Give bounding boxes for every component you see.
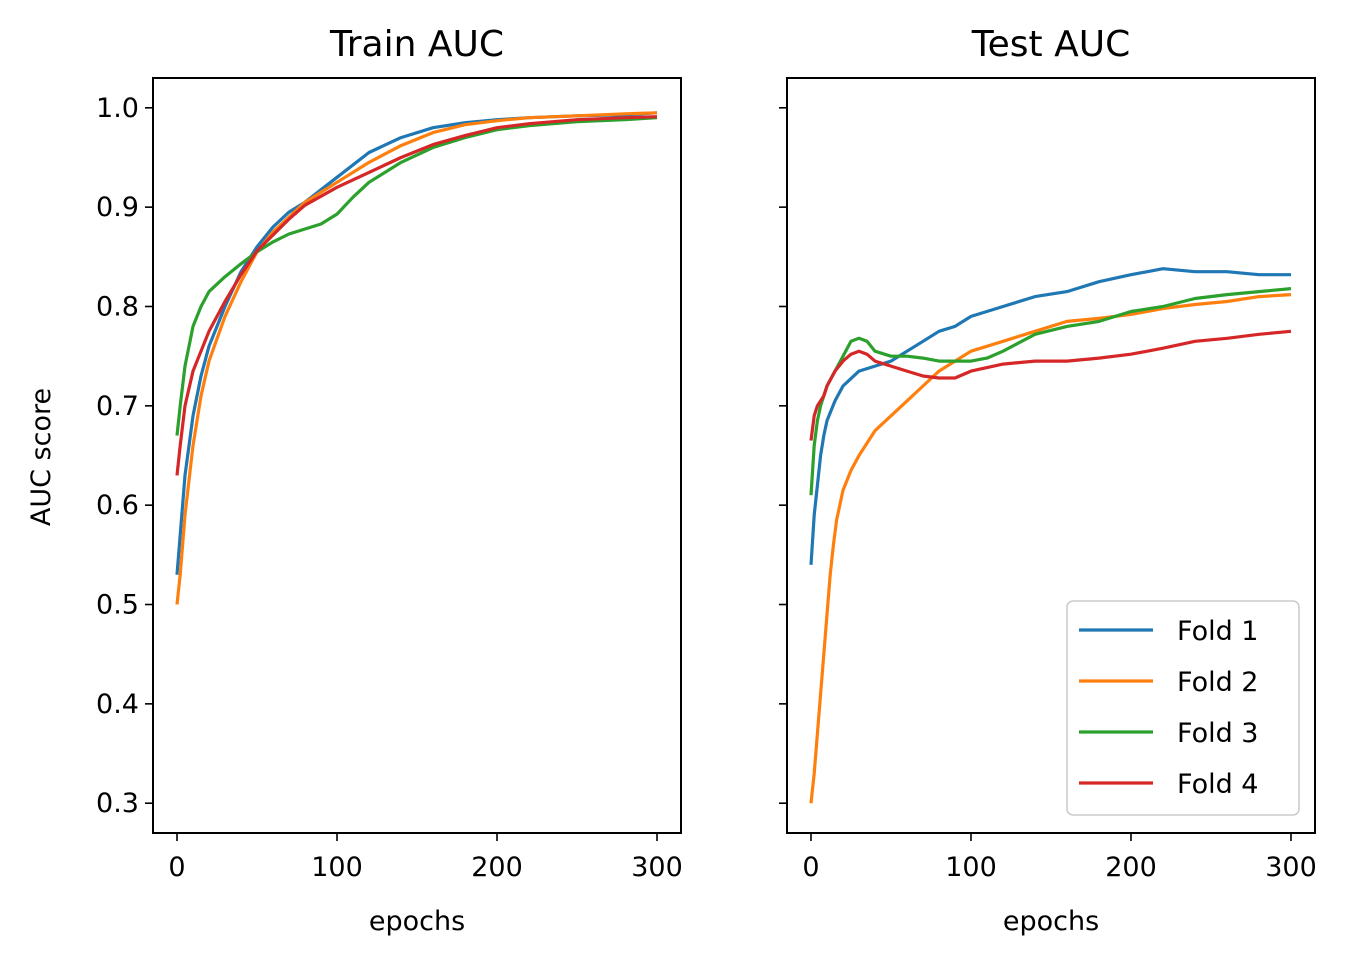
train-y-tick-label: 0.3: [96, 788, 139, 819]
train-x-tick-label: 200: [471, 852, 523, 883]
test-series-group: [809, 267, 1292, 804]
train-series-line-fold-4: [175, 115, 658, 476]
test-series-line-fold-1: [809, 267, 1291, 565]
test-series-line-fold-2: [809, 293, 1292, 804]
train-x-tick-label: 300: [631, 852, 683, 883]
test-y-axis: [779, 107, 787, 804]
test-x-tick-label: 300: [1265, 852, 1317, 883]
legend-box: [1066, 600, 1300, 816]
test-x-tick-label: 100: [945, 852, 997, 883]
train-y-tick-label: 0.5: [96, 590, 139, 621]
train-y-tick-label: 0.7: [96, 391, 139, 422]
train-auc-title: Train AUC: [329, 24, 504, 65]
test-x-tick-label: 0: [802, 852, 819, 883]
legend-label-fold-4: Fold 4: [1177, 769, 1259, 800]
train-series-line-fold-2: [175, 111, 658, 605]
test-x-axis: 0 100 200 300: [802, 833, 1317, 883]
train-y-tick-label: 0.9: [96, 192, 139, 223]
train-series-line-fold-1: [175, 111, 658, 575]
train-y-axis: 0.3 0.4 0.5 0.6 0.7 0.8 0.9 1.0: [96, 93, 153, 819]
test-series-line-fold-3: [809, 287, 1292, 496]
legend-label-fold-3: Fold 3: [1177, 718, 1259, 749]
train-x-axis: 0 100 200 300: [168, 833, 683, 883]
train-y-tick-label: 0.4: [96, 689, 139, 720]
train-auc-panel: Train AUC 0.3 0.4 0.5 0.6 0.7 0.8 0.9 1.0 0 100 2…: [26, 24, 683, 937]
legend-label-fold-1: Fold 1: [1177, 616, 1259, 647]
train-x-tick-label: 100: [311, 852, 363, 883]
train-series-group: [175, 111, 658, 605]
legend-label-fold-2: Fold 2: [1177, 667, 1259, 698]
train-y-tick-label: 1.0: [96, 93, 139, 124]
train-y-tick-label: 0.8: [96, 291, 139, 322]
test-auc-title: Test AUC: [971, 24, 1130, 65]
test-x-axis-label: epochs: [1003, 906, 1099, 937]
train-x-tick-label: 0: [168, 852, 185, 883]
train-y-axis-label: AUC score: [26, 388, 57, 526]
test-plot-frame: [786, 77, 1316, 834]
test-series-line-fold-4: [809, 329, 1292, 441]
train-series-line-fold-3: [175, 116, 658, 436]
legend: Fold 1 Fold 2 Fold 3 Fold 4: [1066, 600, 1300, 816]
train-x-axis-label: epochs: [369, 906, 465, 937]
test-x-tick-label: 200: [1105, 852, 1157, 883]
train-y-tick-label: 0.6: [96, 490, 139, 521]
train-plot-frame: [152, 77, 682, 834]
